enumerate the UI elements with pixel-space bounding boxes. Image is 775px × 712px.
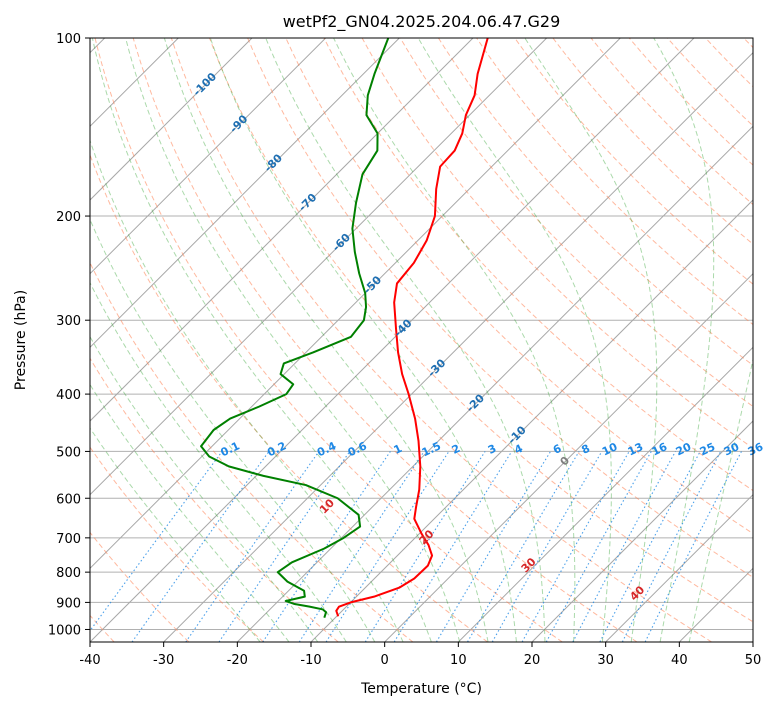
x-tick-label: 40 xyxy=(671,653,688,668)
y-tick-label: 1000 xyxy=(48,623,81,638)
y-tick-label: 600 xyxy=(56,492,81,507)
x-tick-label: 30 xyxy=(597,653,614,668)
y-tick-label: 500 xyxy=(56,445,81,460)
x-tick-label: 10 xyxy=(450,653,467,668)
x-tick-label: 20 xyxy=(524,653,541,668)
x-axis-label: Temperature (°C) xyxy=(360,681,482,697)
y-tick-label: 200 xyxy=(56,210,81,225)
y-tick-label: 100 xyxy=(56,32,81,47)
x-tick-label: -40 xyxy=(79,653,100,668)
y-tick-label: 700 xyxy=(56,532,81,547)
y-tick-label: 800 xyxy=(56,566,81,581)
y-axis-label: Pressure (hPa) xyxy=(13,290,29,390)
y-tick-label: 400 xyxy=(56,388,81,403)
y-tick-label: 300 xyxy=(56,314,81,329)
x-tick-label: 50 xyxy=(745,653,762,668)
x-tick-label: -20 xyxy=(227,653,248,668)
x-tick-label: 0 xyxy=(381,653,389,668)
chart-title: wetPf2_GN04.2025.204.06.47.G29 xyxy=(283,12,561,32)
x-tick-label: -30 xyxy=(153,653,174,668)
x-tick-label: -10 xyxy=(300,653,321,668)
y-tick-label: 900 xyxy=(56,596,81,611)
